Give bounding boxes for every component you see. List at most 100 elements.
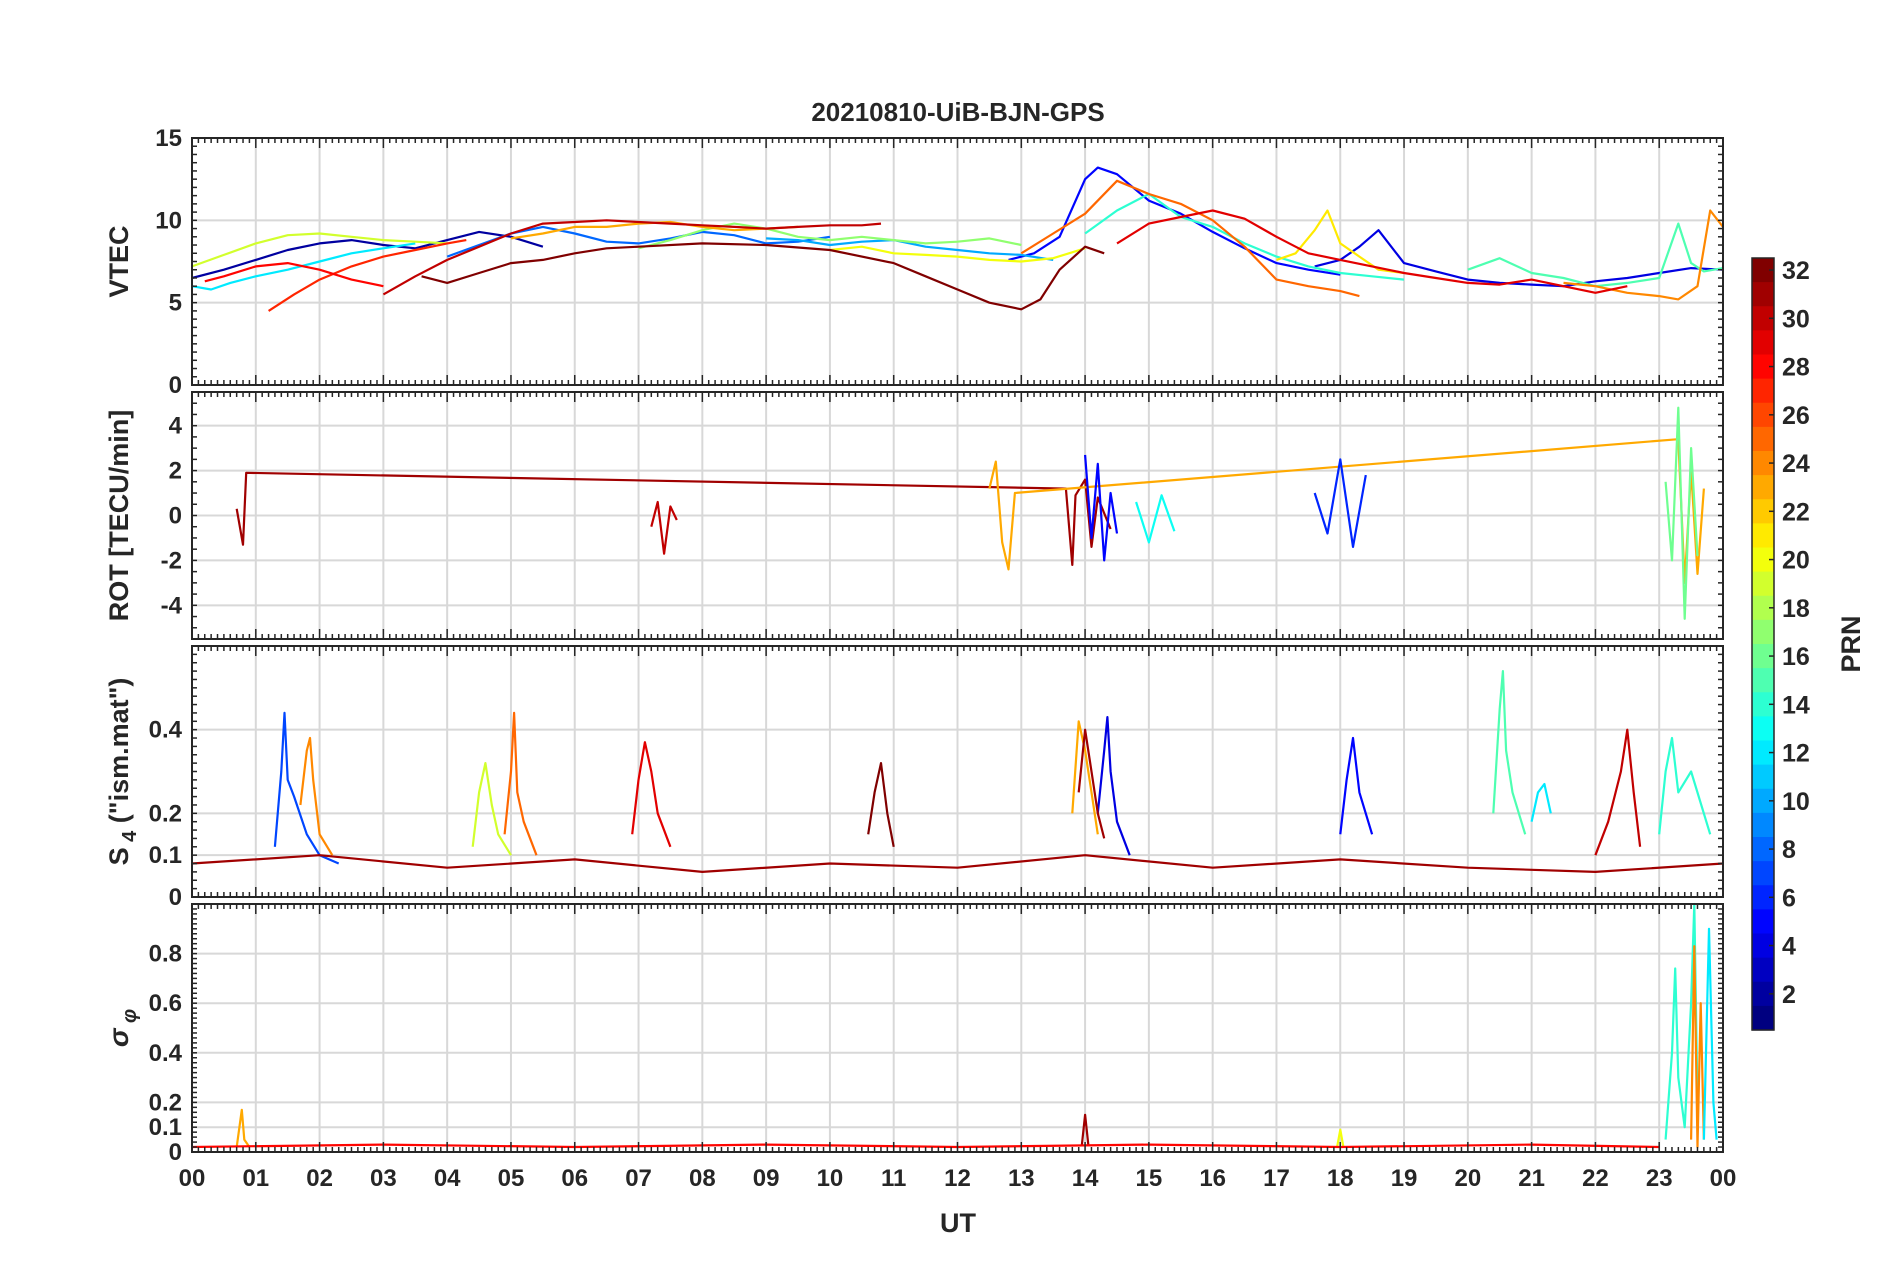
colorbar-segment bbox=[1752, 692, 1774, 717]
colorbar-segment bbox=[1752, 812, 1774, 838]
series-line-prn-23 bbox=[235, 1108, 251, 1148]
y-tick-label: 0 bbox=[169, 372, 182, 399]
x-tick-label: 00 bbox=[179, 1165, 206, 1192]
colorbar-segment bbox=[1752, 354, 1774, 380]
x-tick-label: 15 bbox=[1136, 1165, 1163, 1192]
x-tick-label: 05 bbox=[498, 1165, 525, 1192]
x-tick-label: 13 bbox=[1008, 1165, 1035, 1192]
colorbar-tick-label: 20 bbox=[1782, 547, 1810, 575]
panel-sigma_phi: 00.10.2 0.4 0.6 0.8 σ φ 00 01 02 03 04 05 06 07 08 09 1… bbox=[103, 902, 1736, 1192]
series-line-prn-31 bbox=[235, 471, 1112, 567]
series-line-prn-23 bbox=[510, 220, 799, 240]
x-tick-label: 08 bbox=[689, 1165, 716, 1192]
series-line-prn-10 bbox=[766, 237, 1054, 261]
series-line-prn-32 bbox=[421, 242, 1105, 311]
x-tick-label: 02 bbox=[306, 1165, 333, 1192]
colorbar-segment bbox=[1752, 861, 1774, 886]
colorbar-label: PRN bbox=[1836, 615, 1866, 672]
y-axis-label-rot: ROT [TECU/min] bbox=[104, 410, 134, 621]
colorbar-segment bbox=[1752, 957, 1774, 983]
y-tick-label: 4 bbox=[169, 413, 183, 440]
colorbar-segment bbox=[1752, 378, 1774, 404]
series-line-prn-12 bbox=[1530, 782, 1552, 822]
colorbar-segment bbox=[1752, 258, 1774, 283]
colorbar-segment bbox=[1752, 644, 1774, 669]
x-tick-label: 18 bbox=[1327, 1165, 1354, 1192]
series-line-prn-13 bbox=[1135, 494, 1176, 544]
colorbar-segment bbox=[1752, 668, 1774, 693]
series-line-prn-19 bbox=[191, 232, 448, 268]
x-tick-label: 09 bbox=[753, 1165, 780, 1192]
y-tick-label: 10 bbox=[155, 207, 182, 234]
x-tick-label: 19 bbox=[1391, 1165, 1418, 1192]
y-tick-label: -4 bbox=[161, 592, 183, 619]
colorbar-tick-label: 4 bbox=[1782, 933, 1796, 961]
series-line-prn-30 bbox=[650, 500, 678, 555]
series-line-prn-14 bbox=[1084, 192, 1405, 281]
series-line-prn-15 bbox=[1492, 669, 1527, 835]
panel-vtec: 0 5 10 15 VTEC bbox=[104, 125, 1724, 399]
series-line-prn-23 bbox=[1071, 720, 1099, 835]
x-tick-label: 06 bbox=[561, 1165, 588, 1192]
y-tick-label: 0.4 bbox=[149, 1040, 183, 1067]
colorbar-segment bbox=[1752, 402, 1774, 428]
y-axis-label-vtec: VTEC bbox=[104, 225, 134, 297]
x-tick-label: 11 bbox=[881, 1165, 906, 1192]
panel-rot: -4 -2 0 2 4 ROT [TECU/min] bbox=[104, 391, 1724, 640]
y-tick-label: 0 bbox=[169, 1139, 182, 1166]
y-tick-label: 15 bbox=[155, 125, 182, 152]
colorbar-segment bbox=[1752, 885, 1774, 910]
colorbar-tick-label: 14 bbox=[1782, 691, 1810, 719]
series-line-prn-20 bbox=[1336, 1128, 1345, 1148]
colorbar-tick-label: 24 bbox=[1782, 450, 1810, 478]
y-tick-label: 0.1 bbox=[149, 842, 182, 869]
series-line-prn-31 bbox=[1080, 1113, 1090, 1145]
y-tick-label: 0.2 bbox=[149, 1089, 182, 1116]
series-line-prn-31 bbox=[191, 854, 1724, 874]
colorbar-tick-label: 26 bbox=[1782, 402, 1810, 430]
series-line-prn-28 bbox=[204, 262, 384, 288]
series-line-prn-12 bbox=[1702, 927, 1718, 1140]
y-tick-label: 0.8 bbox=[149, 941, 182, 968]
colorbar-segment bbox=[1752, 933, 1774, 959]
colorbar-segment bbox=[1752, 330, 1774, 356]
colorbar-box bbox=[1751, 257, 1775, 1031]
colorbar-segment bbox=[1752, 981, 1774, 1007]
series-line-prn-4 bbox=[1314, 229, 1724, 288]
colorbar-segment bbox=[1752, 740, 1774, 766]
colorbar-segment bbox=[1752, 909, 1774, 935]
colorbar-segment bbox=[1752, 523, 1774, 549]
series-line-prn-5 bbox=[1084, 454, 1119, 562]
series-line-prn-5 bbox=[1339, 736, 1374, 835]
series-line-prn-24 bbox=[1563, 209, 1724, 301]
y-tick-label: 0.2 bbox=[149, 800, 182, 827]
x-tick-label: 10 bbox=[817, 1165, 844, 1192]
colorbar-tick-label: 32 bbox=[1782, 257, 1810, 285]
series-line-prn-31 bbox=[1077, 728, 1106, 839]
y-tick-label: 5 bbox=[169, 290, 182, 317]
series-line-prn-12 bbox=[191, 242, 416, 291]
colorbar-segment bbox=[1752, 306, 1774, 331]
colorbar-segment bbox=[1752, 571, 1774, 597]
series-line-prn-20 bbox=[829, 245, 1086, 263]
series-line-prn-23 bbox=[988, 438, 1705, 585]
x-tick-label: 23 bbox=[1646, 1165, 1673, 1192]
colorbar-segment bbox=[1752, 282, 1774, 307]
colorbar-segment bbox=[1752, 547, 1774, 573]
colorbar-tick-label: 28 bbox=[1782, 354, 1810, 382]
series-line-prn-28 bbox=[191, 1143, 1660, 1149]
y-tick-label: -2 bbox=[161, 547, 182, 574]
series-line-prn-14 bbox=[1658, 736, 1712, 835]
y-tick-label: 0.6 bbox=[149, 990, 182, 1017]
colorbar-tick-label: 12 bbox=[1782, 740, 1810, 768]
x-axis-label: UT bbox=[940, 1208, 976, 1238]
colorbar-segment bbox=[1752, 619, 1774, 645]
colorbar-tick-label: 8 bbox=[1782, 836, 1796, 864]
chart-title: 20210810-UiB-BJN-GPS bbox=[811, 97, 1104, 127]
colorbar-tick-label: 18 bbox=[1782, 595, 1810, 623]
x-tick-label: 01 bbox=[242, 1165, 269, 1192]
colorbar-tick-label: 30 bbox=[1782, 305, 1810, 333]
colorbar-segment bbox=[1752, 837, 1774, 862]
